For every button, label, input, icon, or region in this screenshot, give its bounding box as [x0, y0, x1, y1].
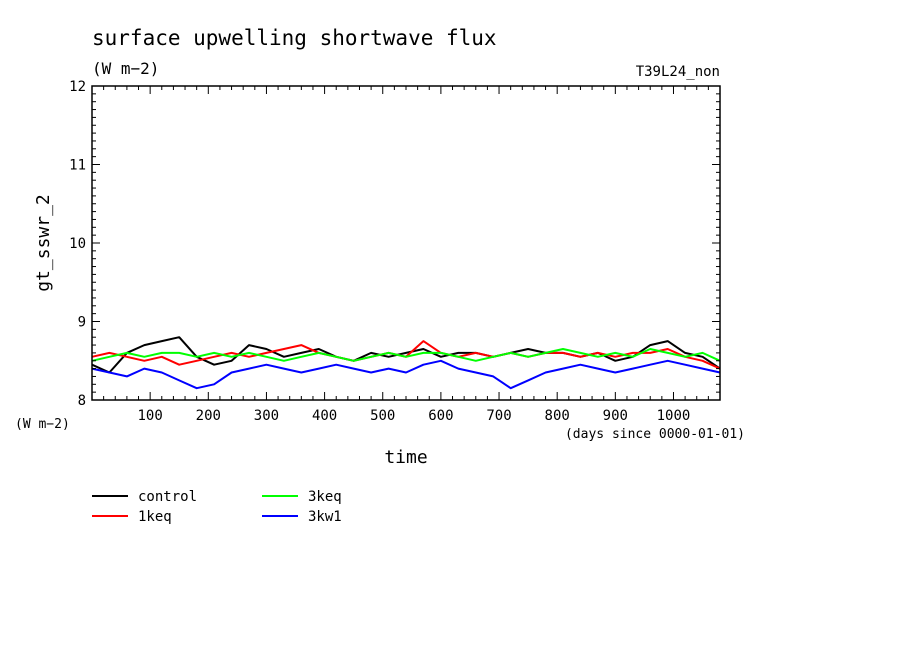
x-tick-label: 600: [428, 408, 453, 424]
y-axis-label: gt_sswr_2: [33, 194, 54, 292]
y-tick-label: 8: [78, 393, 86, 409]
x-tick-label: 1000: [657, 408, 691, 424]
x-tick-label: 200: [196, 408, 221, 424]
units-label: (W m−2): [92, 59, 159, 78]
axis-ticks: 100 200 300 400 500 600 700 800 900 1000 8 9 10 11 12: [69, 79, 720, 424]
y-units-label: (W m−2): [15, 417, 70, 432]
x-tick-label: 900: [603, 408, 628, 424]
y-tick-label: 11: [69, 158, 86, 174]
run-label: T39L24_non: [636, 64, 720, 80]
legend: control 1keq 3keq 3kw1: [92, 489, 342, 525]
x-tick-label: 700: [486, 408, 511, 424]
x-axis-label: time: [384, 447, 427, 468]
y-tick-label: 9: [78, 315, 86, 331]
x-tick-label: 400: [312, 408, 337, 424]
x-tick-label: 800: [545, 408, 570, 424]
series-line-3keq: [91, 348, 721, 362]
series-line-3kw1: [91, 359, 721, 390]
x-units-note: (days since 0000-01-01): [565, 427, 745, 442]
y-tick-label: 12: [69, 79, 86, 95]
legend-label-3keq: 3keq: [308, 489, 342, 505]
series-group: [91, 336, 721, 390]
legend-label-1keq: 1keq: [138, 509, 172, 525]
x-tick-label: 500: [370, 408, 395, 424]
legend-label-control: control: [138, 489, 197, 505]
x-tick-label: 100: [137, 408, 162, 424]
x-tick-label: 300: [254, 408, 279, 424]
chart-title: surface upwelling shortwave flux: [92, 26, 497, 50]
legend-label-3kw1: 3kw1: [308, 509, 342, 525]
y-tick-label: 10: [69, 236, 86, 252]
